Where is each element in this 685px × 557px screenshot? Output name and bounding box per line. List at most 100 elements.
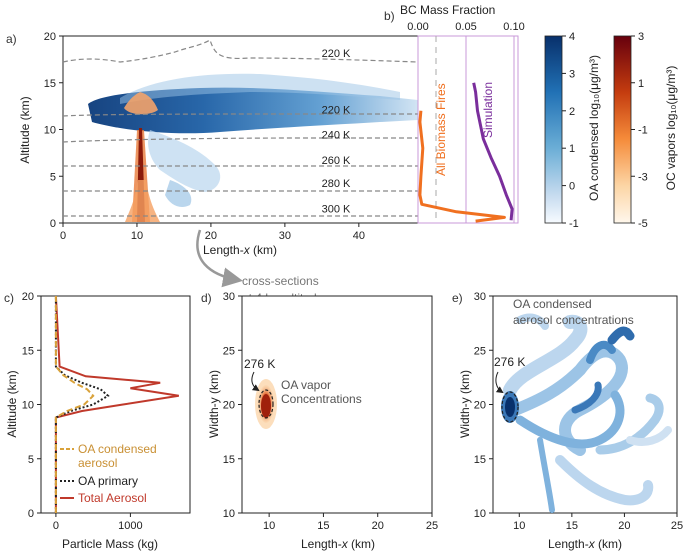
colorbar-oa: 4 3 2 1 0 -1 OA condensed log₁₀(μg/m³): [544, 31, 601, 230]
legend-all-biomass-fires: All Biomass Fires: [434, 83, 448, 176]
panel-d-ytick-label: 15: [223, 454, 235, 466]
panel-c-xtick-label: 0: [53, 520, 59, 532]
panel-d-xlabel: Length-x (km): [301, 537, 375, 551]
colorbar-oa-bar: [544, 35, 563, 224]
colorbar-oc-ticks: 3 1 -1 -3 -5: [631, 31, 648, 230]
panel-a-ytick-label: 0: [50, 218, 56, 230]
panel-a-xlabel-main: Length-: [203, 243, 244, 257]
panel-a-isotherm-labels: 220 K 220 K 240 K 260 K 280 K 300 K: [322, 48, 351, 215]
cross-section-note-top: cross-sections: [242, 274, 319, 288]
panel-e-xtick-label: 25: [671, 520, 683, 532]
isotherm-label: 220 K: [322, 104, 351, 116]
panel-b-xtick-label: 0.05: [455, 21, 476, 33]
panel-a-ytick-label: 20: [44, 31, 56, 43]
panel-b: 0.00 0.05 0.10 b) BC Mass Fraction All Bio…: [384, 3, 525, 224]
colorbar-oa-tick-label: 2: [569, 106, 575, 118]
isotherm-label: 280 K: [322, 178, 351, 190]
panel-c-ytick-label: 0: [28, 508, 34, 520]
colorbar-oa-tick-label: 4: [569, 31, 575, 43]
panel-e-xtick-label: 10: [513, 520, 525, 532]
panel-c-series-line-2: [54, 295, 179, 513]
panel-d-ytick-label: 25: [223, 345, 235, 357]
panel-e-contour-arrow: [495, 371, 504, 394]
panel-d-xtick-label: 25: [426, 520, 438, 532]
panel-d-ylabel: Width-y (km): [207, 370, 221, 438]
panel-e-annotation-line1: OA condensed: [513, 297, 592, 311]
colorbar-oc-tick-label: 1: [638, 78, 644, 90]
panel-e-ytick-label: 10: [474, 508, 486, 520]
panel-e-xlabel: Length-x (km): [548, 537, 622, 551]
colorbar-oc: 3 1 -1 -3 -5 OC vapors log₁₀(μg/m³): [613, 31, 678, 230]
panel-e-plume-core: [501, 391, 519, 423]
panel-b-frame: [417, 35, 519, 224]
panel-d-xtick-label: 10: [263, 520, 275, 532]
panel-a-ytick-label: 15: [44, 78, 56, 90]
panel-c-xtick-label: 1000: [118, 520, 142, 532]
panel-a-xlabel: Length-x (km): [203, 243, 277, 257]
colorbar-oa-tick-label: 1: [569, 143, 575, 155]
panel-e: 276 K OA condensed aerosol concentration…: [452, 291, 683, 551]
panel-c-ylabel: Altitude (km): [5, 370, 19, 437]
panel-e-yticks: 10 15 20 25 30: [474, 291, 493, 520]
isotherm-label: 240 K: [322, 130, 351, 142]
panel-c-frame: [40, 295, 191, 514]
panel-b-series-line-0: [418, 110, 506, 223]
isotherm-label: 260 K: [322, 155, 351, 167]
panel-a-xlabel-unit: (km): [250, 243, 277, 257]
panel-a-xtick-label: 10: [131, 230, 143, 242]
panel-c-xlabel: Particle Mass (kg): [62, 537, 158, 551]
panel-a-xtick-label: 20: [205, 230, 217, 242]
panel-d-label: d): [201, 291, 212, 305]
panel-d-xlabel-unit: (km): [348, 537, 375, 551]
panel-a: 220 K 220 K 240 K 260 K 280 K 300 K 0 10 20 30 40…: [6, 31, 419, 257]
colorbar-oa-label: OA condensed log₁₀(μg/m³): [587, 55, 601, 201]
panel-c-legend: OA condensed aerosol OA primary Total Ae…: [60, 442, 157, 505]
colorbar-oc-tick-label: -3: [638, 171, 648, 183]
panel-d-yticks: 10 15 20 25 30: [223, 291, 242, 520]
panel-d-xtick-label: 15: [317, 520, 329, 532]
panel-e-contour-276k: [501, 391, 519, 423]
panel-a-ylabel: Altitude (km): [18, 96, 32, 163]
colorbar-oc-tick-label: -1: [638, 125, 648, 137]
colorbar-oa-ticks: 4 3 2 1 0 -1: [562, 31, 579, 230]
panel-a-xticks: 0 10 20 30 40: [60, 223, 365, 242]
legend-oa-condensed-line2: aerosol: [78, 456, 117, 470]
panel-a-ytick-label: 10: [44, 125, 56, 137]
panel-e-contour-label: 276 K: [494, 355, 525, 369]
legend-oa-primary: OA primary: [78, 474, 138, 488]
panel-d-vapor-blob: [255, 379, 277, 429]
panel-e-ytick-label: 25: [474, 345, 486, 357]
panel-c-series-line-1: [54, 296, 110, 513]
panel-b-xticks: 0.00 0.05 0.10: [407, 21, 524, 33]
panel-c-series: [54, 295, 179, 513]
panel-d-xlabel-main: Length-: [301, 537, 342, 551]
panel-c-series-line-0: [54, 296, 95, 513]
legend-oa-condensed-line1: OA condensed: [78, 442, 157, 456]
panel-d-annotation-line1: OA vapor: [281, 378, 331, 392]
panel-b-label: b): [384, 9, 395, 23]
panel-e-ytick-label: 30: [474, 291, 486, 303]
panel-e-xtick-label: 15: [566, 520, 578, 532]
panel-c: 0 1000 0 5 10 15 20 c) Altitude (km) Particle…: [4, 291, 191, 551]
panel-d-xlabel-var: x: [341, 537, 349, 551]
panel-e-label: e): [452, 291, 463, 305]
panel-e-xlabel-var: x: [588, 537, 596, 551]
panel-a-ytick-label: 5: [50, 171, 56, 183]
panel-d-ytick-label: 20: [223, 400, 235, 412]
panel-c-label: c): [4, 291, 14, 305]
panel-e-xlabel-main: Length-: [548, 537, 589, 551]
panel-b-title: BC Mass Fraction: [400, 3, 495, 17]
panel-e-ylabel: Width-y (km): [458, 370, 472, 438]
panel-c-ytick-label: 5: [28, 454, 34, 466]
panel-c-ytick-label: 15: [22, 345, 34, 357]
panel-a-oc-column: [124, 92, 160, 222]
colorbar-oc-tick-label: 3: [638, 31, 644, 43]
colorbar-oa-tick-label: -1: [569, 218, 579, 230]
panel-a-xtick-label: 30: [279, 230, 291, 242]
panel-c-ytick-label: 20: [22, 291, 34, 303]
colorbar-oa-tick-label: 0: [569, 181, 575, 193]
cross-section-arrow: [196, 229, 243, 288]
panel-b-series: [418, 82, 514, 223]
isotherm-label: 300 K: [322, 203, 351, 215]
